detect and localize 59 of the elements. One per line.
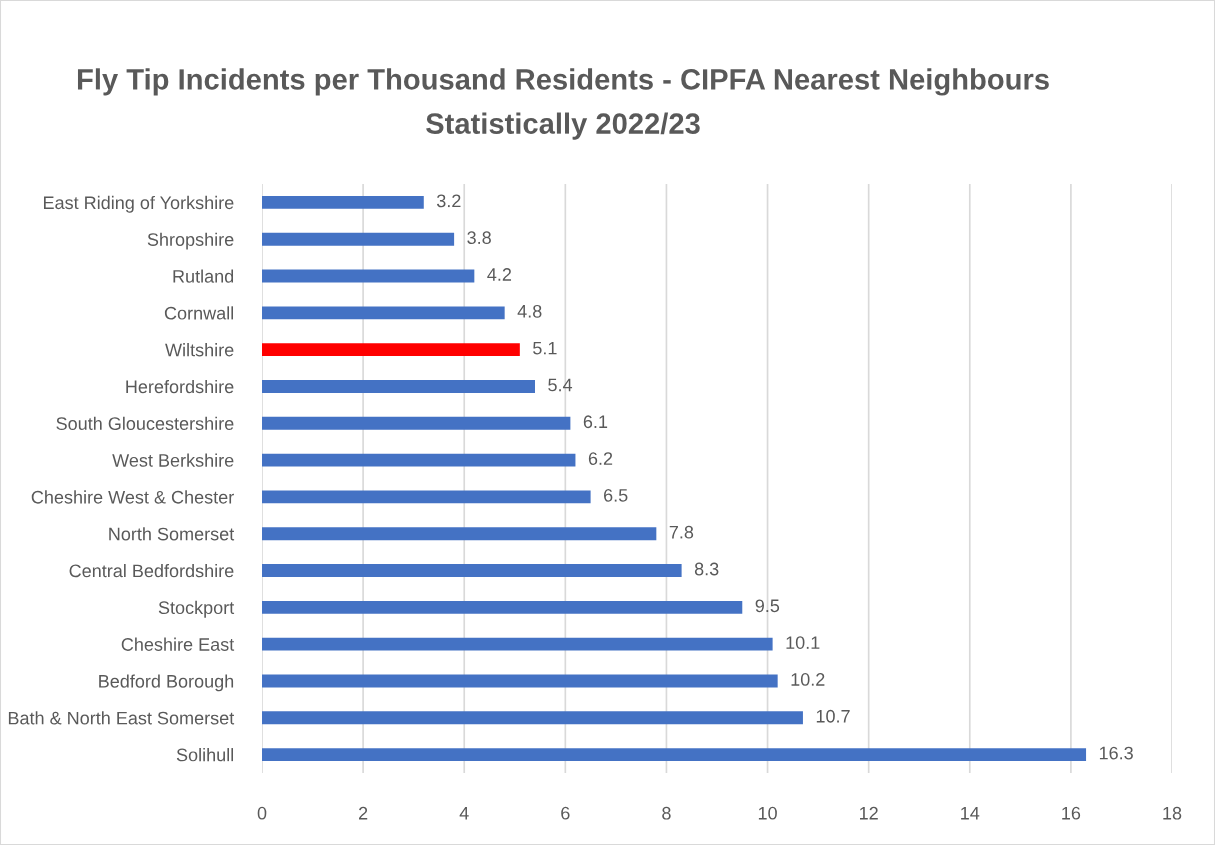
- data-label: 8.3: [694, 562, 719, 576]
- y-tick-label: Rutland: [173, 269, 234, 283]
- y-tick-label: Wiltshire: [165, 343, 234, 357]
- data-label: 16.3: [1099, 746, 1133, 760]
- bar: [262, 232, 455, 246]
- data-label: 9.5: [755, 599, 780, 613]
- y-tick-label: Stockport: [158, 600, 235, 618]
- bar: [262, 748, 1087, 762]
- data-label: 10.7: [816, 709, 850, 723]
- data-label: 5.1: [533, 341, 557, 355]
- data-label: 6.5: [604, 488, 628, 502]
- bar: [262, 306, 505, 320]
- y-tick-label: Solihull: [176, 748, 234, 762]
- bar: [262, 564, 682, 577]
- x-tick-label: 12: [860, 806, 878, 820]
- y-tick-label: South Gloucestershire: [56, 416, 234, 430]
- x-tick-label: 6: [561, 806, 570, 820]
- data-label: 4.2: [487, 268, 512, 281]
- data-label: 6.2: [588, 452, 613, 465]
- data-label: 3.8: [467, 231, 491, 245]
- data-label: 5.4: [548, 378, 573, 392]
- y-tick-label: East Riding of Yorkshire: [43, 195, 234, 213]
- bar: [262, 600, 743, 614]
- y-tick-label: Bedford Borough: [99, 674, 234, 692]
- y-tick-label: West Berkshire: [112, 453, 234, 467]
- data-label: 4.8: [517, 304, 542, 318]
- x-tick-label: 16: [1062, 806, 1081, 820]
- bar: [262, 527, 657, 541]
- x-tick-label: 18: [1163, 806, 1182, 820]
- x-tick-label: 14: [961, 807, 980, 820]
- bar: [262, 416, 571, 430]
- x-tick-label: 8: [662, 806, 671, 820]
- y-tick-label: Cheshire West & Chester: [31, 490, 234, 504]
- y-tick-label: North Somerset: [109, 527, 235, 541]
- chart-title: Fly Tip Incidents per Thousand Residents - CIPFA Nearest Neighbours Statistically 2022/23: [77, 68, 1049, 140]
- y-tick-label: Cheshire East: [121, 637, 235, 651]
- x-tick-label: 2: [359, 806, 368, 820]
- y-tick-label: Herefordshire: [126, 379, 234, 394]
- bar: [262, 490, 591, 504]
- bar: [262, 343, 520, 357]
- y-tick-label: Central Bedfordshire: [69, 563, 234, 578]
- data-label: 6.1: [583, 415, 608, 429]
- bar: [262, 711, 803, 725]
- data-label: 10.1: [786, 636, 820, 649]
- y-tick-label: Bath & North East Somerset: [8, 711, 235, 725]
- y-tick-label: Cornwall: [164, 306, 234, 320]
- bar: [262, 674, 778, 688]
- x-tick-label: 10: [758, 806, 777, 820]
- bar: [262, 195, 424, 209]
- bar: [262, 637, 773, 651]
- data-label: 3.2: [436, 194, 461, 208]
- x-tick-label: 0: [257, 806, 267, 820]
- data-label: 7.8: [669, 525, 694, 539]
- data-label: 10.2: [791, 673, 825, 686]
- y-tick-label: Shropshire: [147, 232, 234, 250]
- x-tick-label: 4: [459, 807, 469, 820]
- bar: [262, 380, 535, 393]
- bar: [262, 453, 576, 467]
- bar: [262, 269, 475, 283]
